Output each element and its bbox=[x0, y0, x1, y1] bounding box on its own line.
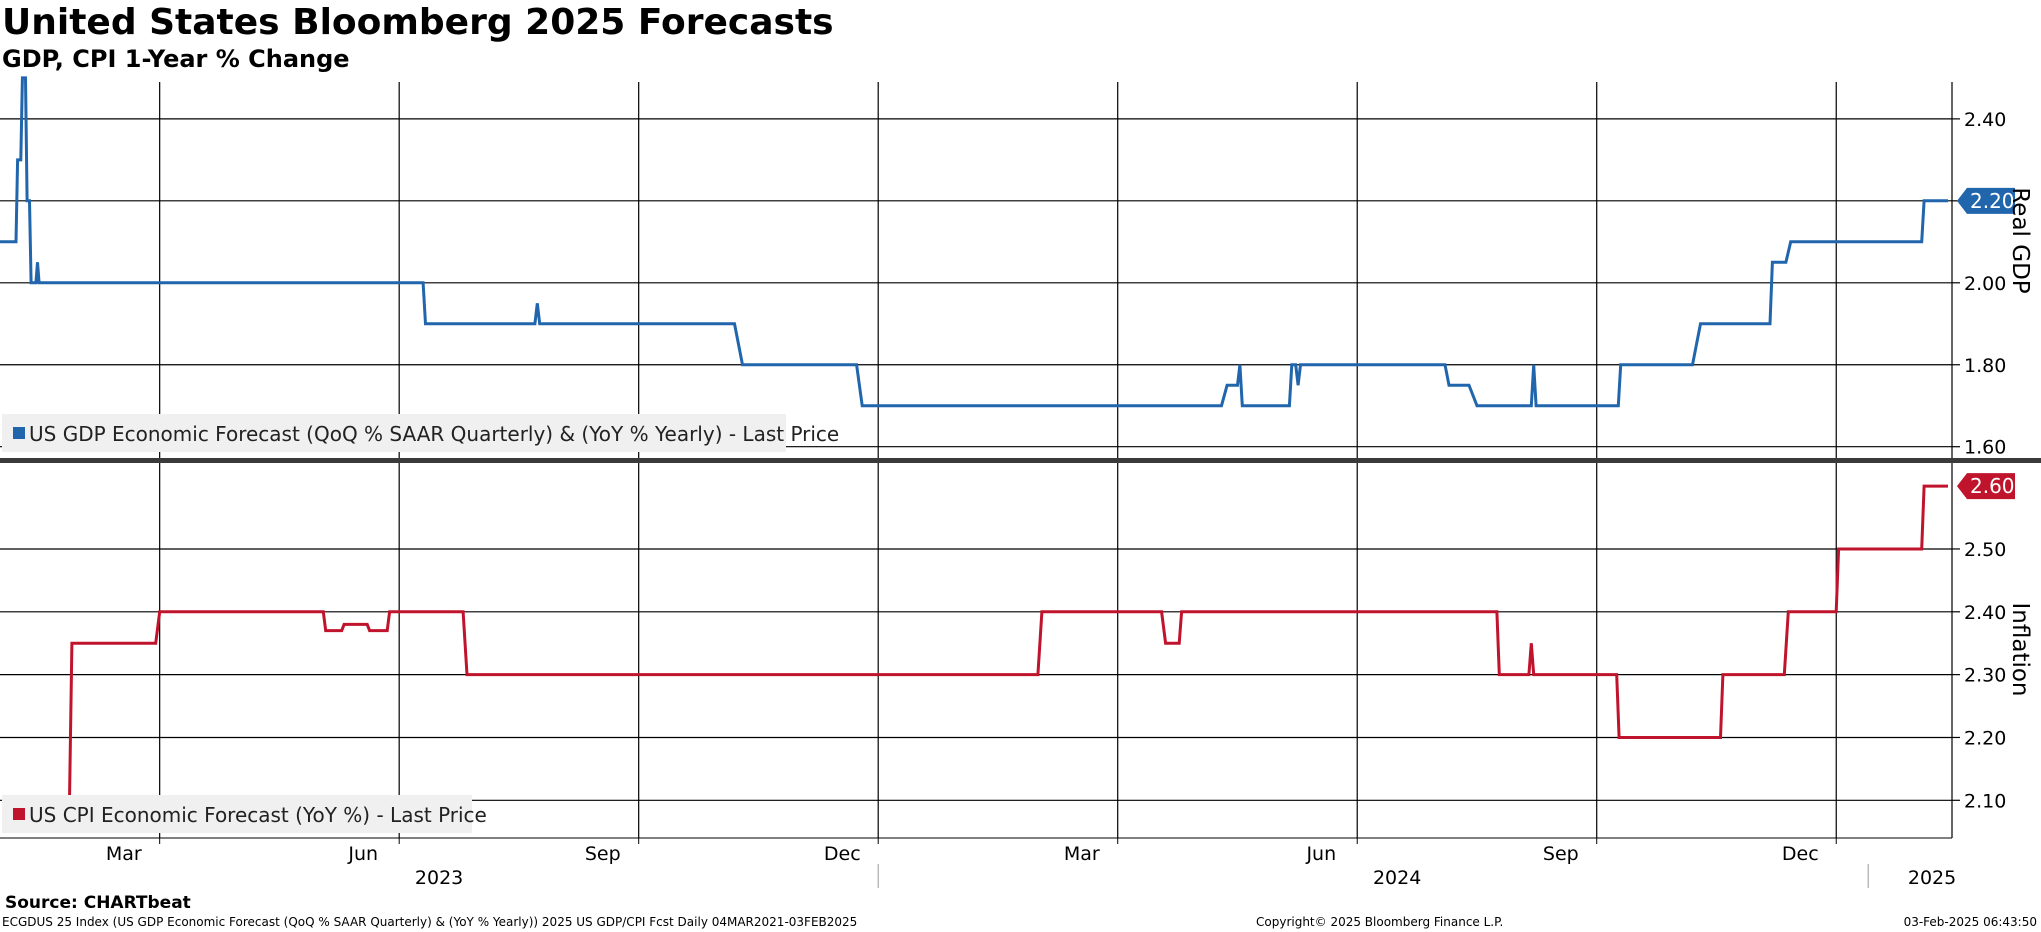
gdp-last-value-label: 2.20 bbox=[1970, 189, 2015, 213]
x-tick-label: Jun bbox=[1305, 843, 1336, 865]
cpi-legend: US CPI Economic Forecast (YoY %) - Last … bbox=[2, 795, 487, 833]
cpi-last-value-label: 2.60 bbox=[1970, 474, 2015, 498]
panel-divider bbox=[0, 458, 2041, 463]
y-tick-label: 1.60 bbox=[1964, 437, 2006, 459]
year-label: 2023 bbox=[415, 867, 463, 889]
gdp-axis-title: Real GDP bbox=[2007, 187, 2033, 293]
y-tick-label: 2.50 bbox=[1964, 539, 2006, 561]
x-tick-label: Mar bbox=[1064, 843, 1100, 865]
footer-timestamp: 03-Feb-2025 06:43:50 bbox=[1904, 915, 2037, 929]
x-tick-label: Dec bbox=[1782, 843, 1819, 865]
y-tick-label: 2.20 bbox=[1964, 727, 2006, 749]
series-lines bbox=[0, 76, 1948, 802]
y-tick-label: 1.80 bbox=[1964, 355, 2006, 377]
gdp-legend-label: US GDP Economic Forecast (QoQ % SAAR Qua… bbox=[29, 422, 839, 446]
cpi-legend-swatch bbox=[13, 808, 25, 820]
source-note: Source: CHARTbeat bbox=[5, 893, 191, 913]
x-tick-label: Mar bbox=[106, 843, 142, 865]
cpi-series-line bbox=[43, 484, 1948, 802]
cpi-last-value-badge bbox=[1957, 473, 2015, 500]
gdp-legend-background bbox=[2, 414, 786, 452]
y-tick-label: 2.00 bbox=[1964, 273, 2006, 295]
cpi-legend-label: US CPI Economic Forecast (YoY %) - Last … bbox=[29, 803, 487, 827]
x-tick-label: Dec bbox=[824, 843, 861, 865]
x-tick-label: Sep bbox=[1543, 843, 1579, 865]
gdp-series-line bbox=[0, 76, 1948, 408]
year-label: 2025 bbox=[1908, 867, 1956, 889]
y-tick-label: 2.10 bbox=[1964, 790, 2006, 812]
year-label: 2024 bbox=[1373, 867, 1421, 889]
gdp-legend-swatch bbox=[13, 427, 25, 439]
chart-subtitle: GDP, CPI 1-Year % Change bbox=[2, 45, 350, 73]
gdp-legend: US GDP Economic Forecast (QoQ % SAAR Qua… bbox=[2, 414, 839, 452]
footer-description: ECGDUS 25 Index (US GDP Economic Forecas… bbox=[2, 915, 857, 929]
x-tick-label: Jun bbox=[347, 843, 378, 865]
y-tick-label: 2.40 bbox=[1964, 602, 2006, 624]
cpi-axis-title: Inflation bbox=[2007, 603, 2033, 697]
y-tick-label: 2.30 bbox=[1964, 665, 2006, 687]
x-tick-label: Sep bbox=[585, 843, 621, 865]
y-tick-label: 2.40 bbox=[1964, 109, 2006, 131]
footer-copyright: Copyright© 2025 Bloomberg Finance L.P. bbox=[1256, 915, 1503, 929]
gdp-last-value-badge bbox=[1957, 187, 2015, 214]
cpi-legend-background bbox=[2, 795, 472, 833]
chart-title: United States Bloomberg 2025 Forecasts bbox=[2, 2, 834, 43]
